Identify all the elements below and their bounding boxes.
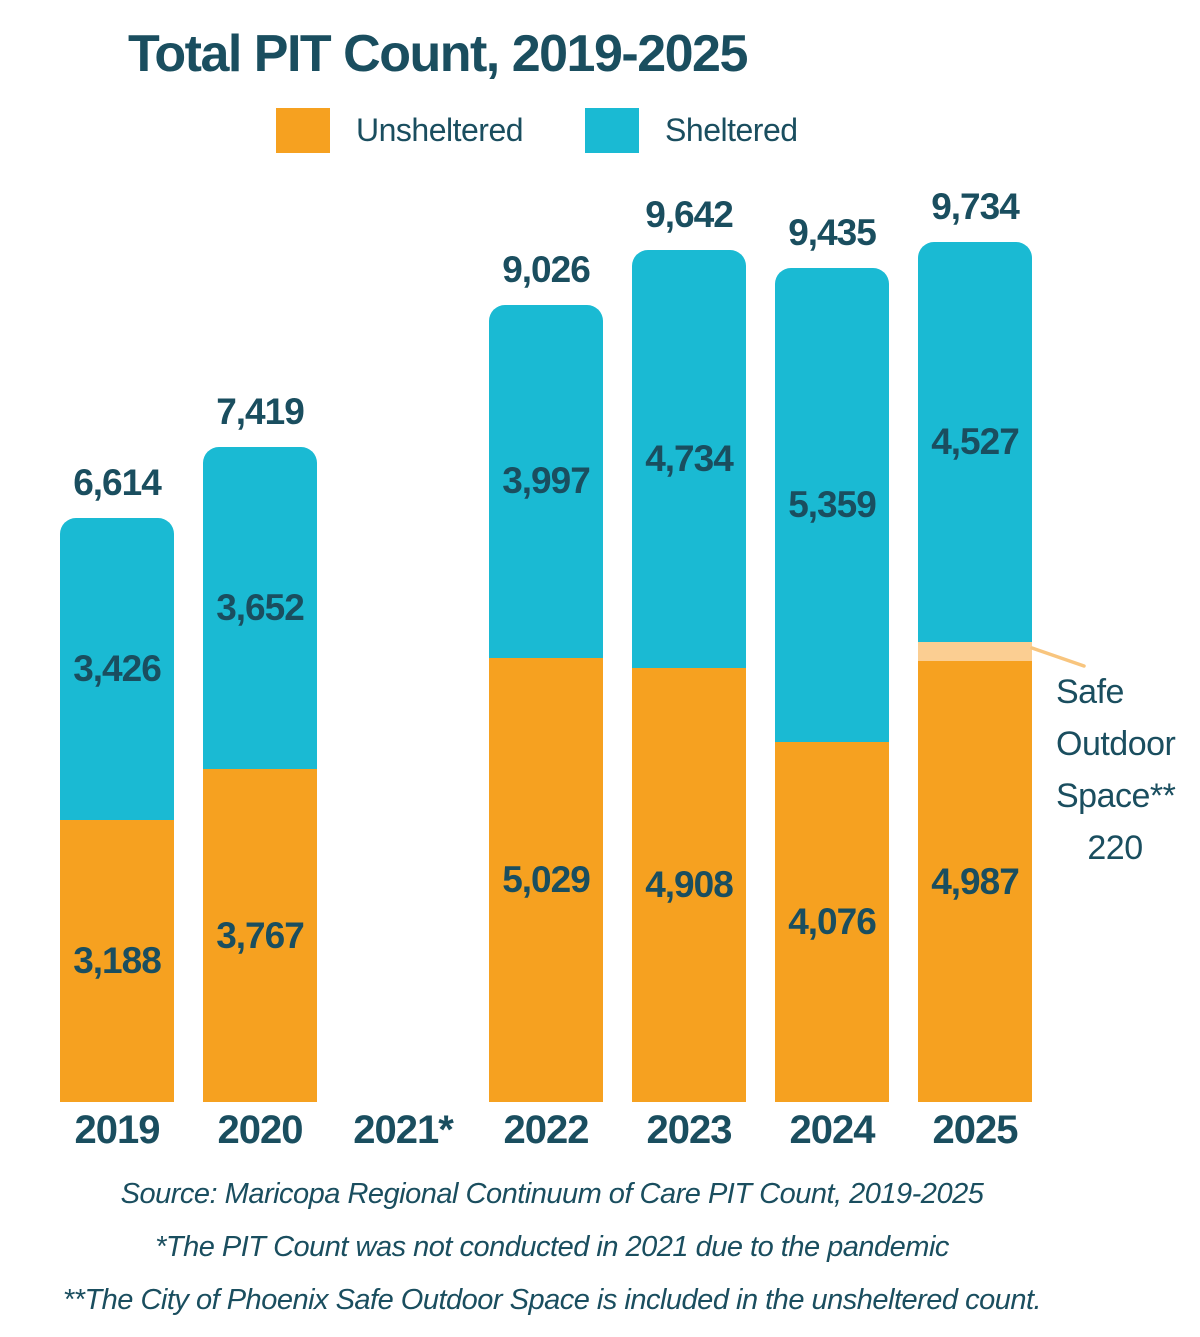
total-label-2020: 7,419 bbox=[216, 390, 305, 432]
segment-sheltered-2020: 3,652 bbox=[203, 446, 317, 770]
legend-item-unsheltered: Unsheltered bbox=[276, 108, 524, 153]
segment-sheltered-2022: 3,997 bbox=[489, 304, 603, 658]
annotation-line-2: Outdoor bbox=[1056, 725, 1176, 763]
chart-title: Total PIT Count, 2019-2025 bbox=[128, 25, 748, 83]
segment-unsheltered-2022: 5,029 bbox=[489, 657, 603, 1102]
segment-value-unsheltered-2020: 3,767 bbox=[216, 914, 305, 956]
segment-value-sheltered-2024: 5,359 bbox=[788, 484, 877, 526]
segment-value-sheltered-2023: 4,734 bbox=[645, 438, 734, 480]
segment-unsheltered-2023: 4,908 bbox=[632, 668, 746, 1102]
legend-label-unsheltered: Unsheltered bbox=[356, 112, 524, 148]
segment-unsheltered-2019: 3,188 bbox=[60, 820, 174, 1102]
segment-value-unsheltered-2022: 5,029 bbox=[502, 858, 591, 900]
annotation-value: 220 bbox=[1087, 829, 1143, 867]
year-label-2025: 2025 bbox=[932, 1108, 1019, 1152]
sheltered-swatch-icon bbox=[585, 108, 640, 153]
total-label-2025: 9,734 bbox=[931, 186, 1020, 227]
segment-value-unsheltered-2023: 4,908 bbox=[645, 864, 734, 906]
footer-notes: Source: Maricopa Regional Continuum of C… bbox=[0, 1168, 1104, 1327]
segment-sheltered-2025: 4,527 bbox=[918, 242, 1032, 642]
annotation-line-3: Space** bbox=[1056, 777, 1176, 815]
segment-sheltered-2024: 5,359 bbox=[775, 268, 889, 742]
segment-value-unsheltered-2019: 3,188 bbox=[73, 940, 162, 982]
pandemic-note: *The PIT Count was not conducted in 2021… bbox=[155, 1231, 949, 1263]
safe-outdoor-space-leader-line bbox=[1030, 646, 1086, 668]
safe-outdoor-space-note: **The City of Phoenix Safe Outdoor Space… bbox=[62, 1284, 1042, 1316]
year-label-2020: 2020 bbox=[217, 1108, 304, 1152]
year-label-2024: 2024 bbox=[789, 1108, 876, 1152]
segment-unsheltered-2025: 4,987 bbox=[918, 661, 1032, 1102]
segment-sheltered-2019: 3,426 bbox=[60, 517, 174, 821]
segment-value-sheltered-2025: 4,527 bbox=[931, 420, 1020, 462]
total-label-2019: 6,614 bbox=[73, 461, 162, 503]
segment-value-sheltered-2019: 3,426 bbox=[73, 647, 162, 689]
segment-unsheltered-2024: 4,076 bbox=[775, 741, 889, 1102]
segment-safe-outdoor-space-2025 bbox=[918, 641, 1032, 662]
segment-value-unsheltered-2024: 4,076 bbox=[788, 900, 877, 942]
year-label-2022: 2022 bbox=[503, 1108, 590, 1152]
segment-unsheltered-2020: 3,767 bbox=[203, 769, 317, 1102]
segment-value-unsheltered-2025: 4,987 bbox=[931, 860, 1020, 902]
segment-value-sheltered-2020: 3,652 bbox=[216, 586, 305, 628]
total-label-2023: 9,642 bbox=[645, 194, 734, 236]
total-label-2024: 9,435 bbox=[788, 212, 877, 254]
source-note: Source: Maricopa Regional Continuum of C… bbox=[120, 1178, 984, 1210]
segment-sheltered-2023: 4,734 bbox=[632, 250, 746, 669]
legend-label-sheltered: Sheltered bbox=[665, 112, 798, 148]
segment-value-sheltered-2022: 3,997 bbox=[502, 460, 591, 502]
legend: Unsheltered Sheltered bbox=[276, 108, 798, 153]
unsheltered-swatch-icon bbox=[276, 108, 330, 153]
annotation-line-1: Safe bbox=[1056, 673, 1124, 711]
total-label-2022: 9,026 bbox=[502, 248, 591, 290]
legend-item-sheltered: Sheltered bbox=[585, 108, 798, 153]
year-label-2019: 2019 bbox=[74, 1108, 161, 1152]
year-label-2021: 2021* bbox=[353, 1108, 454, 1152]
safe-outdoor-space-annotation: Safe Outdoor Space** 220 bbox=[1056, 666, 1176, 874]
year-label-2023: 2023 bbox=[646, 1108, 733, 1152]
